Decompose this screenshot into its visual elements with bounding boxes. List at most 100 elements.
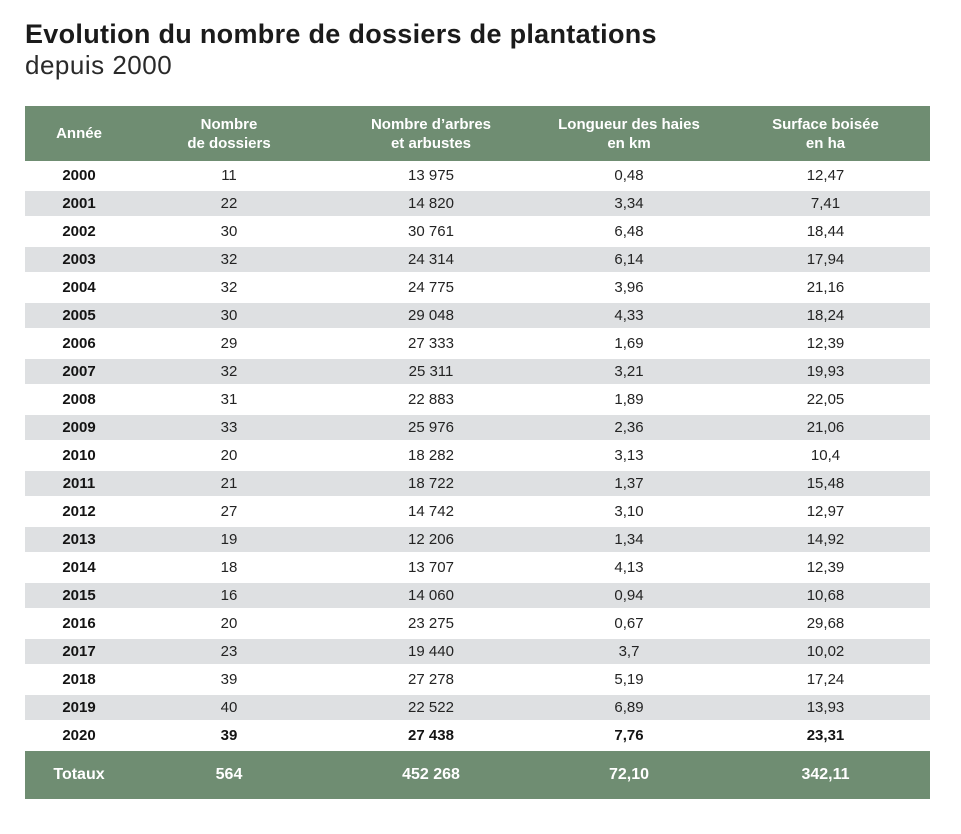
value-cell: 7,76 — [537, 721, 721, 749]
table-row: 2000 11 13 975 0,48 12,47 — [25, 161, 930, 189]
value-cell: 30 — [133, 301, 325, 329]
table-header: Année Nombre de dossiers Nombre d’arbres… — [25, 106, 930, 161]
value-cell: 19,93 — [721, 357, 930, 385]
table-row: 2011 21 18 722 1,37 15,48 — [25, 469, 930, 497]
table-row: 2005 30 29 048 4,33 18,24 — [25, 301, 930, 329]
value-cell: 12 206 — [325, 525, 537, 553]
column-header-surface-boisee: Surface boisée en ha — [721, 106, 930, 161]
value-cell: 14 742 — [325, 497, 537, 525]
value-cell: 0,67 — [537, 609, 721, 637]
value-cell: 3,21 — [537, 357, 721, 385]
table-row: 2009 33 25 976 2,36 21,06 — [25, 413, 930, 441]
year-cell: 2003 — [25, 245, 133, 273]
value-cell: 12,39 — [721, 553, 930, 581]
value-cell: 21,16 — [721, 273, 930, 301]
table-row: 2010 20 18 282 3,13 10,4 — [25, 441, 930, 469]
value-cell: 21 — [133, 469, 325, 497]
value-cell: 1,69 — [537, 329, 721, 357]
value-cell: 29 048 — [325, 301, 537, 329]
value-cell: 32 — [133, 273, 325, 301]
value-cell: 11 — [133, 161, 325, 189]
value-cell: 30 761 — [325, 217, 537, 245]
table-row: 2017 23 19 440 3,7 10,02 — [25, 637, 930, 665]
value-cell: 0,94 — [537, 581, 721, 609]
table-row: 2001 22 14 820 3,34 7,41 — [25, 189, 930, 217]
year-cell: 2009 — [25, 413, 133, 441]
value-cell: 23 — [133, 637, 325, 665]
value-cell: 16 — [133, 581, 325, 609]
year-cell: 2010 — [25, 441, 133, 469]
year-cell: 2018 — [25, 665, 133, 693]
value-cell: 27 — [133, 497, 325, 525]
table-row: 2004 32 24 775 3,96 21,16 — [25, 273, 930, 301]
value-cell: 5,19 — [537, 665, 721, 693]
value-cell: 17,24 — [721, 665, 930, 693]
value-cell: 12,97 — [721, 497, 930, 525]
totals-surface: 342,11 — [721, 749, 930, 799]
table-row: 2018 39 27 278 5,19 17,24 — [25, 665, 930, 693]
year-cell: 2020 — [25, 721, 133, 749]
value-cell: 10,68 — [721, 581, 930, 609]
value-cell: 24 314 — [325, 245, 537, 273]
value-cell: 23 275 — [325, 609, 537, 637]
column-header-arbres-arbustes: Nombre d’arbres et arbustes — [325, 106, 537, 161]
year-cell: 2006 — [25, 329, 133, 357]
value-cell: 14 060 — [325, 581, 537, 609]
value-cell: 15,48 — [721, 469, 930, 497]
year-cell: 2001 — [25, 189, 133, 217]
value-cell: 3,34 — [537, 189, 721, 217]
value-cell: 4,33 — [537, 301, 721, 329]
year-cell: 2000 — [25, 161, 133, 189]
year-cell: 2005 — [25, 301, 133, 329]
value-cell: 27 333 — [325, 329, 537, 357]
value-cell: 32 — [133, 357, 325, 385]
value-cell: 6,89 — [537, 693, 721, 721]
table-row: 2016 20 23 275 0,67 29,68 — [25, 609, 930, 637]
year-cell: 2007 — [25, 357, 133, 385]
year-cell: 2013 — [25, 525, 133, 553]
value-cell: 2,36 — [537, 413, 721, 441]
table-row: 2006 29 27 333 1,69 12,39 — [25, 329, 930, 357]
value-cell: 1,37 — [537, 469, 721, 497]
value-cell: 19 — [133, 525, 325, 553]
value-cell: 32 — [133, 245, 325, 273]
value-cell: 0,48 — [537, 161, 721, 189]
report-page: Evolution du nombre de dossiers de plant… — [25, 19, 930, 799]
value-cell: 27 438 — [325, 721, 537, 749]
table-row: 2014 18 13 707 4,13 12,39 — [25, 553, 930, 581]
value-cell: 39 — [133, 721, 325, 749]
value-cell: 40 — [133, 693, 325, 721]
table-row: 2020 39 27 438 7,76 23,31 — [25, 721, 930, 749]
totals-row: Totaux 564 452 268 72,10 342,11 — [25, 749, 930, 799]
value-cell: 14,92 — [721, 525, 930, 553]
totals-dossiers: 564 — [133, 749, 325, 799]
value-cell: 10,02 — [721, 637, 930, 665]
totals-arbres: 452 268 — [325, 749, 537, 799]
value-cell: 3,13 — [537, 441, 721, 469]
table-row: 2015 16 14 060 0,94 10,68 — [25, 581, 930, 609]
value-cell: 21,06 — [721, 413, 930, 441]
year-cell: 2014 — [25, 553, 133, 581]
value-cell: 6,48 — [537, 217, 721, 245]
table-row: 2003 32 24 314 6,14 17,94 — [25, 245, 930, 273]
value-cell: 17,94 — [721, 245, 930, 273]
value-cell: 33 — [133, 413, 325, 441]
value-cell: 18 — [133, 553, 325, 581]
value-cell: 25 976 — [325, 413, 537, 441]
year-cell: 2002 — [25, 217, 133, 245]
column-header-nombre-dossiers: Nombre de dossiers — [133, 106, 325, 161]
value-cell: 3,96 — [537, 273, 721, 301]
page-subtitle: depuis 2000 — [25, 50, 173, 80]
value-cell: 22 883 — [325, 385, 537, 413]
table-row: 2002 30 30 761 6,48 18,44 — [25, 217, 930, 245]
year-cell: 2004 — [25, 273, 133, 301]
value-cell: 20 — [133, 441, 325, 469]
value-cell: 7,41 — [721, 189, 930, 217]
value-cell: 22 — [133, 189, 325, 217]
table-row: 2007 32 25 311 3,21 19,93 — [25, 357, 930, 385]
value-cell: 24 775 — [325, 273, 537, 301]
table-row: 2008 31 22 883 1,89 22,05 — [25, 385, 930, 413]
table-row: 2019 40 22 522 6,89 13,93 — [25, 693, 930, 721]
value-cell: 6,14 — [537, 245, 721, 273]
value-cell: 20 — [133, 609, 325, 637]
